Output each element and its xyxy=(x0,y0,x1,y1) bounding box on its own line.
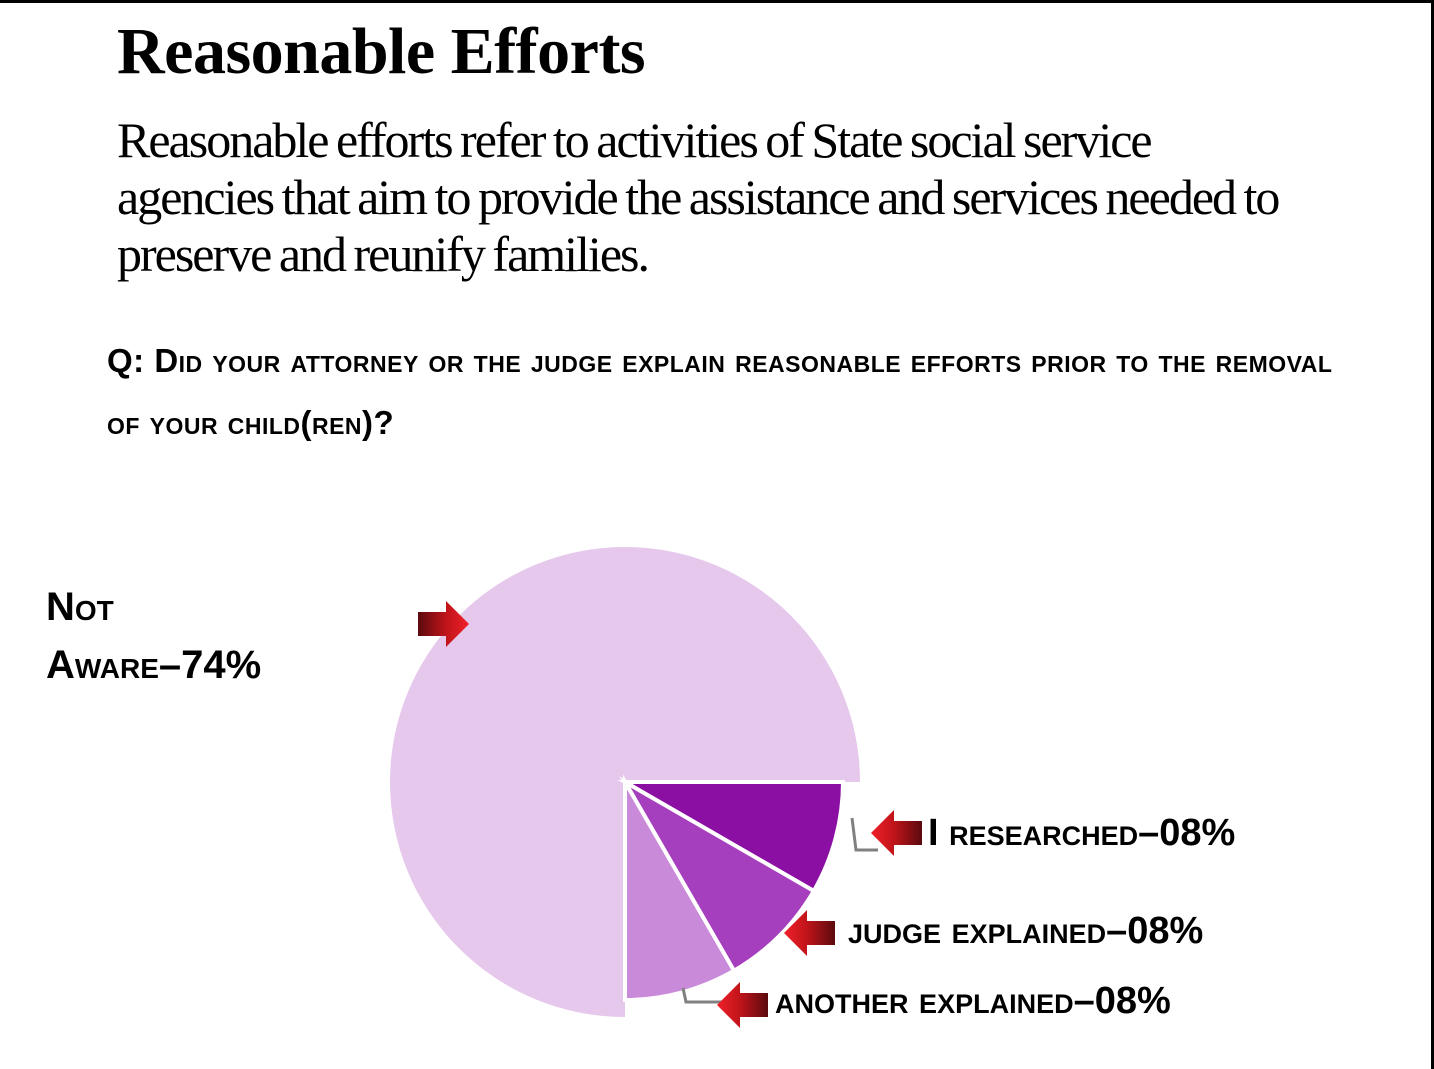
definition-text: Reasonable efforts refer to activities o… xyxy=(117,112,1280,282)
slice-label-not-aware-line1: Not xyxy=(46,585,114,629)
page-title: Reasonable Efforts xyxy=(117,15,646,88)
top-border xyxy=(0,0,1434,3)
slice-label-researched: I researched–08% xyxy=(928,812,1236,854)
survey-question: Q: Did your attorney or the judge explai… xyxy=(107,342,1333,441)
pie-slice-judge-explained xyxy=(619,776,817,974)
right-border xyxy=(1431,0,1434,1069)
arrow-another-icon xyxy=(717,982,768,1028)
pie-slice-researched xyxy=(617,780,846,894)
leader-line-researched xyxy=(850,817,878,852)
arrow-researched-icon xyxy=(871,810,922,856)
arrow-judge-icon xyxy=(784,910,835,956)
slice-label-judge-explained: judge explained–08% xyxy=(848,910,1204,952)
slice-label-not-aware-line2: Aware–74% xyxy=(46,643,262,687)
arrow-not-aware-icon xyxy=(418,601,469,647)
pie-slice-another-explained xyxy=(623,774,737,1003)
slice-label-another-explained: another explained–08% xyxy=(775,980,1171,1022)
slice-label-not-aware: Not Aware–74% xyxy=(46,578,261,694)
